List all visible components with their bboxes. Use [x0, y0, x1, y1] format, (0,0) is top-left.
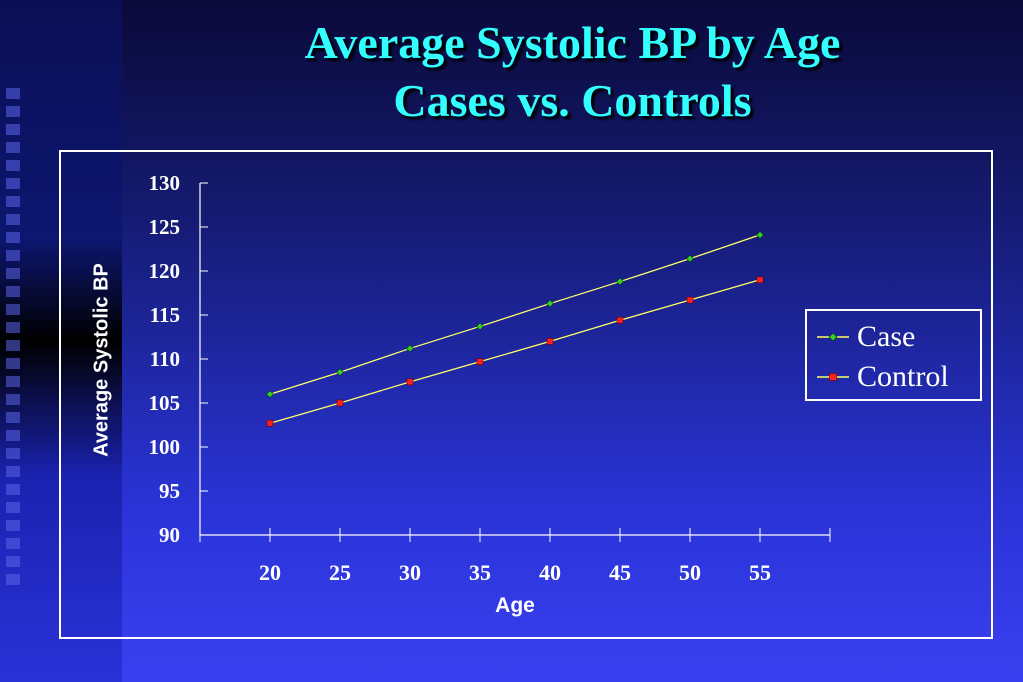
data-point-case — [406, 344, 414, 353]
y-tick-label: 110 — [150, 347, 180, 371]
x-tick-label: 25 — [329, 560, 351, 585]
data-point-case — [756, 230, 764, 239]
data-point-control — [336, 399, 344, 407]
decorative-square — [6, 394, 20, 405]
series-line-case — [269, 234, 761, 395]
y-tick-label: 95 — [159, 479, 180, 503]
data-point-control — [616, 316, 624, 324]
data-point-case — [686, 254, 694, 263]
decorative-square — [6, 520, 20, 531]
legend-item-control: Control — [807, 357, 980, 397]
chart-frame — [59, 150, 993, 639]
data-point-case — [546, 299, 554, 308]
data-point-control — [406, 378, 414, 386]
data-point-case — [266, 390, 274, 399]
decorative-square — [6, 268, 20, 279]
x-axis-label: Age — [495, 594, 535, 617]
decorative-square — [6, 484, 20, 495]
legend: Case Control — [805, 309, 982, 401]
data-point-control — [546, 338, 554, 345]
decorative-squares — [6, 88, 24, 592]
x-tick-label: 55 — [749, 560, 771, 585]
decorative-square — [6, 196, 20, 207]
decorative-square — [6, 574, 20, 585]
decorative-square — [6, 502, 20, 513]
title-line-2: Cases vs. Controls — [393, 75, 752, 126]
legend-item-case: Case — [807, 317, 980, 357]
x-tick-label: 40 — [539, 560, 561, 585]
x-tick-label: 45 — [609, 560, 631, 585]
slide-title: Average Systolic BP by Age Cases vs. Con… — [122, 14, 1023, 130]
y-tick-label: 130 — [149, 171, 181, 195]
series-line-control — [269, 279, 761, 424]
decorative-square — [6, 430, 20, 441]
decorative-square — [6, 160, 20, 171]
decorative-square — [6, 322, 20, 333]
decorative-square — [6, 88, 20, 99]
decorative-square — [6, 178, 20, 189]
legend-label-control: Control — [857, 360, 949, 393]
left-decorative-strip — [0, 0, 122, 682]
x-tick-label: 50 — [679, 560, 701, 585]
decorative-square — [6, 412, 20, 423]
data-point-control — [266, 419, 274, 427]
y-tick-label: 105 — [149, 391, 181, 415]
decorative-square — [6, 358, 20, 369]
y-tick-label: 90 — [159, 523, 180, 547]
x-tick-label: 30 — [399, 560, 421, 585]
decorative-square — [6, 340, 20, 351]
data-point-control — [476, 358, 484, 365]
y-tick-label: 100 — [149, 435, 181, 459]
y-axis-label: Average Systolic BP — [90, 263, 113, 457]
legend-swatch-control — [817, 373, 849, 381]
decorative-square — [6, 124, 20, 135]
x-tick-label: 20 — [259, 560, 281, 585]
decorative-square — [6, 286, 20, 297]
decorative-square — [6, 466, 20, 477]
legend-label-case: Case — [857, 320, 916, 353]
decorative-square — [6, 142, 20, 153]
y-tick-label: 125 — [149, 215, 181, 239]
data-point-control — [686, 296, 694, 304]
data-point-case — [476, 322, 484, 331]
decorative-square — [6, 232, 20, 243]
decorative-square — [6, 376, 20, 387]
y-tick-label: 120 — [149, 259, 181, 283]
data-point-control — [756, 276, 764, 284]
decorative-square — [6, 304, 20, 315]
data-point-case — [336, 368, 344, 377]
x-tick-label: 35 — [469, 560, 491, 585]
decorative-square — [6, 538, 20, 549]
decorative-square — [6, 250, 20, 261]
decorative-square — [6, 106, 20, 117]
legend-swatch-case — [817, 332, 849, 342]
decorative-square — [6, 448, 20, 459]
decorative-square — [6, 214, 20, 225]
decorative-square — [6, 556, 20, 567]
data-point-case — [616, 277, 624, 286]
y-tick-label: 115 — [150, 303, 180, 327]
title-line-1: Average Systolic BP by Age — [304, 17, 841, 68]
